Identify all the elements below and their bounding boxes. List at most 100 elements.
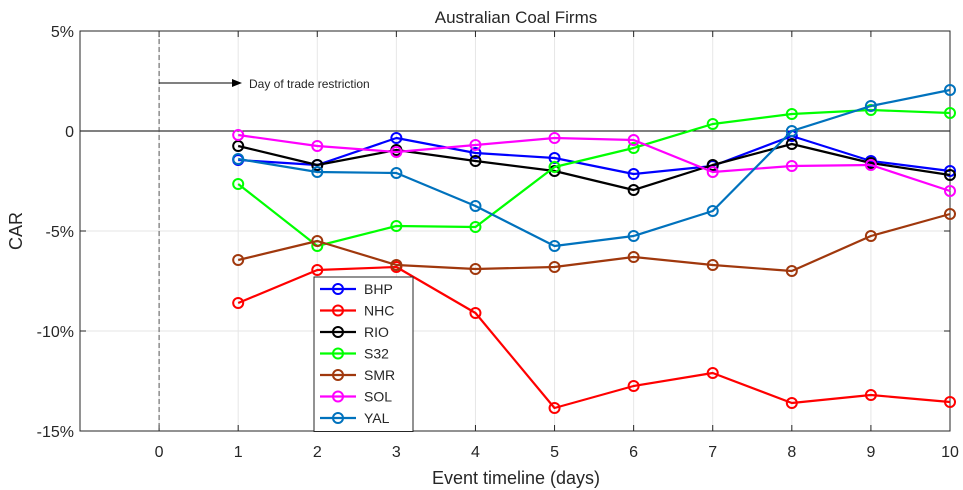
data-point-rio	[785, 138, 798, 150]
series-line-smr	[237, 212, 951, 273]
data-point-smr	[469, 263, 482, 275]
data-point-smr	[627, 251, 640, 263]
data-point-s32	[548, 161, 561, 173]
axes: 0 1 2 3 4 5 6 7 8 9 10 5% 0 -5% -10% -15%	[37, 24, 959, 461]
data-point-smr	[232, 254, 245, 266]
legend-label-bhp: BHP	[364, 281, 393, 297]
series-line-sol	[238, 133, 951, 193]
data-point-bhp	[469, 147, 482, 159]
series-lines	[232, 84, 956, 414]
legend-swatch-marker	[332, 347, 344, 360]
data-point-yal	[627, 230, 640, 242]
data-point-rio	[706, 159, 719, 171]
plot-frame	[79, 30, 951, 432]
x-tick-label: 6	[629, 444, 638, 461]
data-point-sol	[232, 129, 245, 141]
data-point-rio	[311, 159, 324, 171]
annotation: Day of trade restriction	[159, 77, 370, 91]
data-point-yal	[944, 84, 956, 96]
x-tick-label: 0	[155, 444, 164, 461]
y-tick-label: -10%	[37, 324, 74, 341]
data-point-s32	[232, 178, 245, 190]
data-point-sol	[785, 160, 798, 172]
data-point-s32	[944, 107, 956, 119]
data-point-yal	[706, 205, 719, 217]
data-point-yal	[548, 240, 561, 252]
data-point-smr	[390, 259, 403, 271]
legend-label-yal: YAL	[364, 410, 390, 426]
data-point-smr	[311, 235, 324, 247]
data-point-nhc	[469, 307, 482, 319]
x-tick-label: 10	[941, 444, 959, 461]
x-axis-label: Event timeline (days)	[432, 468, 600, 488]
series-line-bhp	[238, 134, 951, 176]
data-point-bhp	[627, 168, 640, 180]
legend-swatch-marker	[332, 283, 344, 295]
data-point-rio	[944, 169, 956, 181]
data-point-smr	[944, 208, 956, 220]
data-point-nhc	[311, 264, 324, 276]
data-point-rio	[469, 155, 482, 167]
data-point-nhc	[548, 402, 561, 414]
data-point-yal	[232, 153, 245, 165]
x-tick-label: 7	[708, 444, 717, 461]
data-point-sol	[706, 166, 719, 178]
series-line-s32	[237, 108, 951, 248]
y-tick-label: 5%	[51, 24, 74, 41]
legend: BHP NHC RIO S32 SMR SOL YAL	[313, 276, 414, 432]
data-point-nhc	[232, 297, 245, 309]
data-point-sol	[469, 139, 482, 151]
x-tick-label: 5	[550, 444, 559, 461]
series-line-nhc	[237, 265, 951, 410]
x-tick-label: 1	[234, 444, 243, 461]
data-point-nhc	[785, 397, 798, 409]
data-point-smr	[548, 261, 561, 273]
data-point-yal	[390, 167, 403, 179]
data-point-s32	[785, 108, 798, 120]
data-point-yal	[311, 166, 324, 178]
legend-swatch-marker	[332, 326, 344, 338]
series-line-rio	[237, 142, 951, 192]
data-point-sol	[864, 159, 877, 171]
legend-label-nhc: NHC	[364, 303, 394, 319]
x-tick-label: 8	[787, 444, 796, 461]
legend-label-s32: S32	[364, 346, 389, 362]
series-line-yal	[238, 88, 951, 248]
data-point-nhc	[864, 389, 877, 401]
legend-swatch-marker	[332, 412, 344, 424]
annotation-text: Day of trade restriction	[249, 77, 370, 91]
legend-swatch-marker	[332, 304, 344, 317]
annotation-arrow-head	[232, 79, 242, 87]
y-tick-label: -15%	[37, 424, 74, 441]
data-point-s32	[390, 220, 403, 232]
y-tick-label: -5%	[46, 224, 74, 241]
data-point-nhc	[627, 380, 640, 392]
data-point-bhp	[390, 132, 403, 144]
y-tick-label: 0	[65, 124, 74, 141]
data-point-yal	[785, 125, 798, 137]
data-point-s32	[469, 221, 482, 233]
x-tick-label: 2	[313, 444, 322, 461]
legend-swatch-marker	[332, 390, 344, 403]
data-point-yal	[864, 100, 877, 112]
data-point-nhc	[944, 396, 956, 408]
data-point-sol	[548, 132, 561, 144]
data-point-smr	[706, 259, 719, 271]
legend-label-rio: RIO	[364, 324, 389, 340]
data-point-s32	[706, 118, 719, 130]
data-point-sol	[944, 185, 956, 197]
data-point-rio	[627, 184, 640, 196]
data-point-nhc	[706, 367, 719, 379]
grid-lines	[80, 30, 951, 432]
x-tick-label: 9	[866, 444, 875, 461]
data-point-smr	[785, 265, 798, 277]
legend-label-smr: SMR	[364, 367, 395, 383]
data-point-sol	[311, 140, 324, 152]
legend-swatch-marker	[332, 369, 344, 381]
data-point-sol	[390, 146, 403, 158]
chart-title: Australian Coal Firms	[435, 8, 598, 27]
x-tick-label: 4	[471, 444, 480, 461]
data-point-sol	[627, 134, 640, 146]
legend-label-sol: SOL	[364, 389, 392, 405]
